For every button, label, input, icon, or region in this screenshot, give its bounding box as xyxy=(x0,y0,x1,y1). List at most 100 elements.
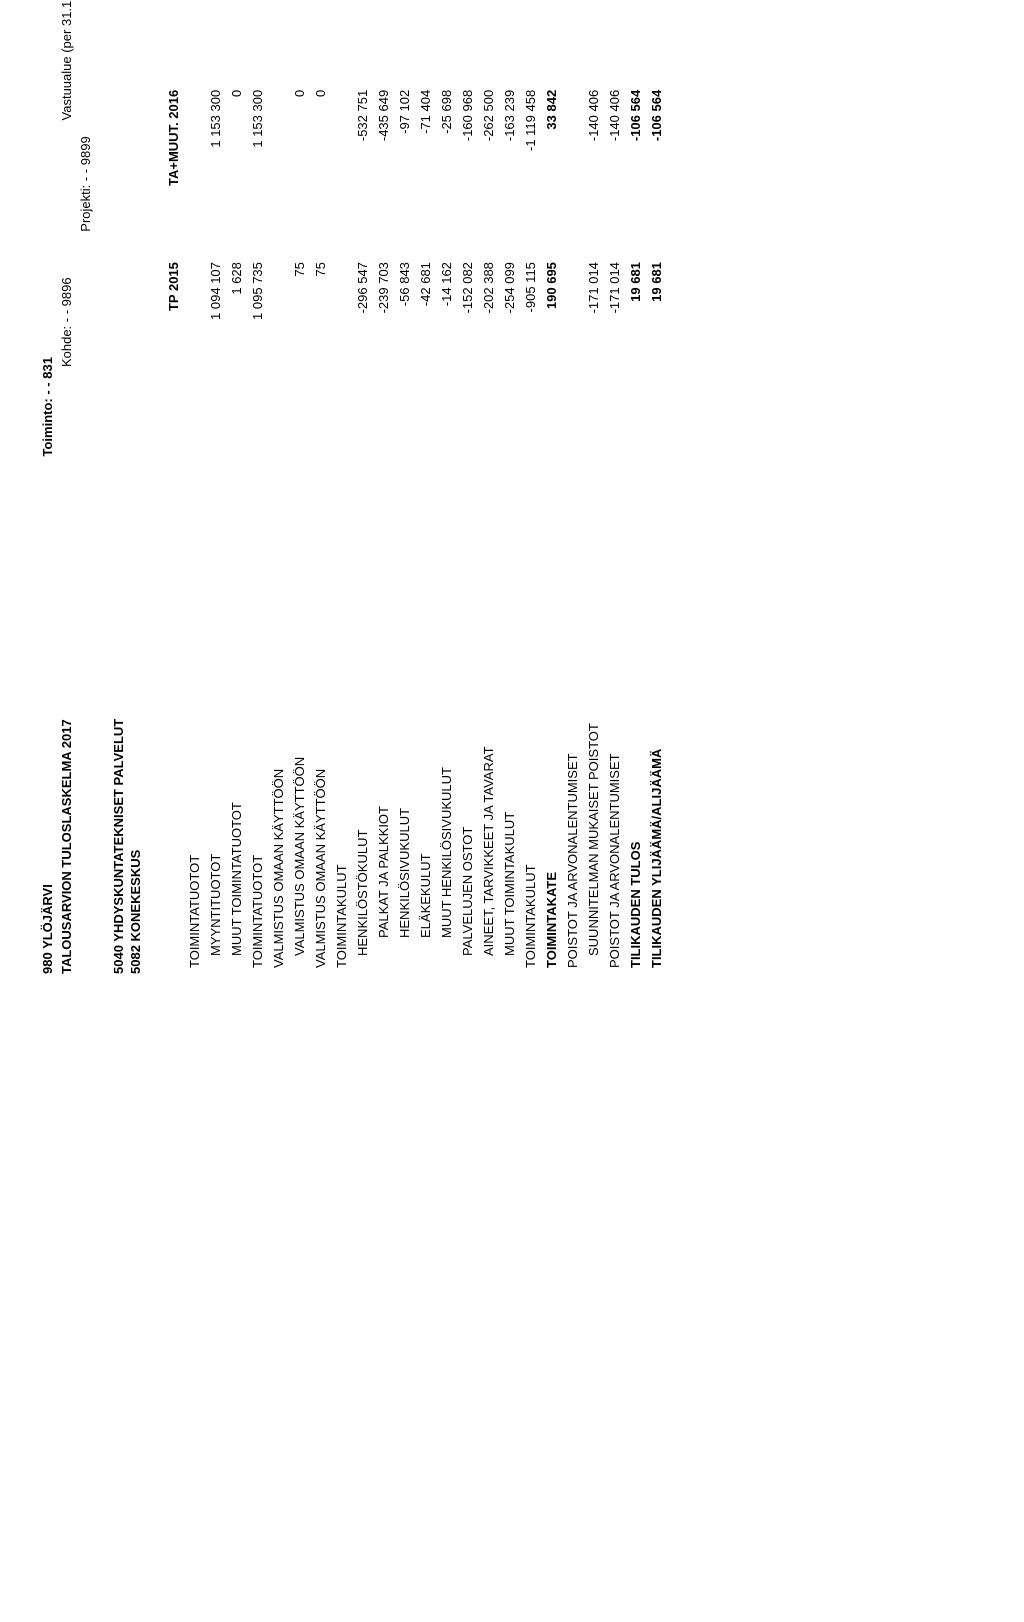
row-label: SUUNNITELMAN MUKAISET POISTOT xyxy=(583,428,604,974)
cell: -152 082 xyxy=(457,256,478,428)
cell: -1 035 513 xyxy=(520,0,541,84)
cell: -106 564 xyxy=(625,84,646,256)
row-label: TOIMINTAKATE xyxy=(541,428,562,974)
cell: -20 089 xyxy=(436,0,457,84)
cell: -132 500 xyxy=(478,0,499,84)
cell: -46 370 xyxy=(625,0,646,84)
table-row: TOIMINTAKULUT-905 115-1 119 458-1 035 51… xyxy=(520,0,541,974)
row-label: POISTOT JA ARVONALENTUMISET xyxy=(604,428,625,974)
table-row: POISTOT JA ARVONALENTUMISET-171 014-140 … xyxy=(604,0,625,974)
cell: -435 649 xyxy=(373,84,394,256)
col-tamuut: TA+MUUT. 2016 xyxy=(163,84,184,256)
cell: -239 703 xyxy=(373,256,394,428)
cell: -134 357 xyxy=(583,0,604,84)
cell: -140 406 xyxy=(604,84,625,256)
row-label: MUUT TOIMINTATUOTOT xyxy=(226,428,247,974)
table-body: TOIMINTATUOTOT MYYNTITUOTOT1 094 1071 153… xyxy=(184,0,667,974)
cell xyxy=(184,0,205,84)
report-title: TALOUSARVION TULOSLASKELMA 2017 xyxy=(59,524,74,974)
cell: -42 681 xyxy=(415,256,436,428)
cell: 1 123 500 xyxy=(247,0,268,84)
column-header-row: TP 2015 TA+MUUT. 2016 KS 2017 Ero% SV 20… xyxy=(163,0,184,974)
row-label: VALMISTUS OMAAN KÄYTTÖÖN xyxy=(310,428,331,974)
report-page: 980 YLÖJÄRVI Toiminto: - - 831 Kumppani:… xyxy=(0,0,1024,1024)
cell: 0 xyxy=(289,0,310,84)
row-label: PALKAT JA PALKKIOT xyxy=(373,428,394,974)
row-label: TILIKAUDEN TULOS xyxy=(625,428,646,974)
table-row: TILIKAUDEN TULOS19 681-106 564-46 370-56… xyxy=(625,0,646,974)
table-row: TILIKAUDEN YLIJÄÄMÄ/ALIJÄÄMÄ19 681-106 5… xyxy=(646,0,667,974)
cell xyxy=(184,84,205,256)
cell: -90 380 xyxy=(394,0,415,84)
table-row: TOIMINTATUOTOT1 095 7351 153 3001 123 50… xyxy=(247,0,268,974)
cell: 0 xyxy=(289,84,310,256)
header-row-2: TALOUSARVION TULOSLASKELMA 2017 Kohde: -… xyxy=(59,0,74,974)
income-statement-table: TP 2015 TA+MUUT. 2016 KS 2017 Ero% SV 20… xyxy=(163,0,667,974)
cell: -532 751 xyxy=(352,84,373,256)
table-row: PALKAT JA PALKKIOT-239 703-435 649-415 9… xyxy=(373,0,394,974)
row-label: TOIMINTATUOTOT xyxy=(247,428,268,974)
cell: -202 388 xyxy=(478,256,499,428)
cell: -171 014 xyxy=(604,256,625,428)
row-label: MYYNTITUOTOT xyxy=(205,428,226,974)
cell: -506 303 xyxy=(352,0,373,84)
table-row: MUUT TOIMINTATUOTOT1 6280000 xyxy=(226,0,247,974)
kohde: Kohde: - - 9896 xyxy=(59,277,74,367)
cell: 1 153 300 xyxy=(205,84,226,256)
table-row: ELÄKEKULUT-42 681-71 404-70 291-1,6-70 9… xyxy=(415,0,436,974)
cell xyxy=(331,256,352,428)
table-row: AINEET, TARVIKKEET JA TAVARAT-202 388-26… xyxy=(478,0,499,974)
cell: 0 xyxy=(226,84,247,256)
header-row-1: 980 YLÖJÄRVI Toiminto: - - 831 Kumppani:… xyxy=(40,0,55,974)
section-5040: 5040 YHDYSKUNTATEKNISET PALVELUT xyxy=(111,0,126,974)
table-row: MUUT TOIMINTAKULUT-254 099-163 239-204 6… xyxy=(499,0,520,974)
cell: 190 695 xyxy=(541,256,562,428)
cell xyxy=(184,256,205,428)
cell: -46 370 xyxy=(646,0,667,84)
row-label: AINEET, TARVIKKEET JA TAVARAT xyxy=(478,428,499,974)
col-ks2017: KS 2017 xyxy=(163,0,184,84)
cell: 0 xyxy=(226,0,247,84)
row-label: MUUT TOIMINTAKULUT xyxy=(499,428,520,974)
row-label: POISTOT JA ARVONALENTUMISET xyxy=(562,428,583,974)
table-row: MUUT HENKILÖSIVUKULUT-14 162-25 698-20 0… xyxy=(436,0,457,974)
cell: -262 500 xyxy=(478,84,499,256)
table-row: TOIMINTAKULUT xyxy=(331,0,352,974)
col-tp2015: TP 2015 xyxy=(163,256,184,428)
cell: -192 082 xyxy=(457,0,478,84)
cell: -163 239 xyxy=(499,84,520,256)
row-label: TILIKAUDEN YLIJÄÄMÄ/ALIJÄÄMÄ xyxy=(646,428,667,974)
cell: -14 162 xyxy=(436,256,457,428)
cell: -134 357 xyxy=(604,0,625,84)
cell: 75 xyxy=(289,256,310,428)
table-row: MYYNTITUOTOT1 094 1071 153 3001 123 500-… xyxy=(205,0,226,974)
cell: 1 628 xyxy=(226,256,247,428)
cell: -140 406 xyxy=(583,84,604,256)
cell: 33 842 xyxy=(541,84,562,256)
cell: 87 987 xyxy=(541,0,562,84)
table-row: POISTOT JA ARVONALENTUMISET xyxy=(562,0,583,974)
table-row: TOIMINTAKATE190 69533 84287 987160,079 4… xyxy=(541,0,562,974)
cell xyxy=(562,84,583,256)
table-row: HENKILÖSIVUKULUT-56 843-97 102-90 380-6,… xyxy=(394,0,415,974)
cell xyxy=(268,256,289,428)
table-row: SUUNNITELMAN MUKAISET POISTOT-171 014-14… xyxy=(583,0,604,974)
cell xyxy=(268,84,289,256)
cell: 1 095 735 xyxy=(247,256,268,428)
row-label: PALVELUJEN OSTOT xyxy=(457,428,478,974)
cell: 0 xyxy=(310,0,331,84)
row-label: VALMISTUS OMAAN KÄYTTÖÖN xyxy=(268,428,289,974)
cell xyxy=(562,0,583,84)
row-label: TOIMINTAKULUT xyxy=(520,428,541,974)
cell: -296 547 xyxy=(352,256,373,428)
cell: -415 923 xyxy=(373,0,394,84)
table-row: HENKILÖSTÖKULUT-296 547-532 751-506 303-… xyxy=(352,0,373,974)
row-label: HENKILÖSIVUKULUT xyxy=(394,428,415,974)
cell xyxy=(268,0,289,84)
cell: -160 968 xyxy=(457,84,478,256)
cell: -25 698 xyxy=(436,84,457,256)
row-label: ELÄKEKULUT xyxy=(415,428,436,974)
cell: -97 102 xyxy=(394,84,415,256)
cell: 75 xyxy=(310,256,331,428)
cell: 0 xyxy=(310,84,331,256)
